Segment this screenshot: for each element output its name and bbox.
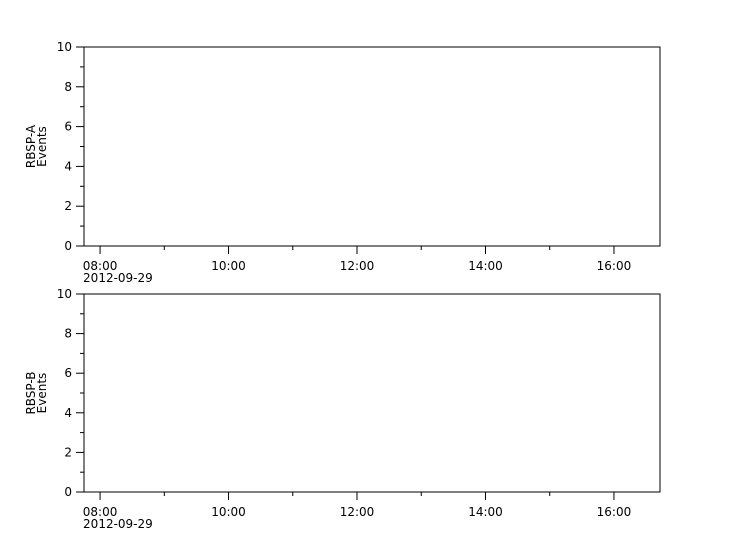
y-tick-label: 2 [64,199,72,213]
y-tick-label: 4 [64,406,72,420]
y-tick-label: 6 [64,366,72,380]
y-axis-label: RBSP-B [24,371,38,414]
y-tick-label: 6 [64,120,72,134]
x-tick-label: 12:00 [340,505,375,519]
y-tick-label: 4 [64,159,72,173]
x-tick-label: 12:00 [340,259,375,273]
y-axis-label: RBSP-A [24,124,38,168]
y-tick-label: 2 [64,445,72,459]
x-tick-label: 10:00 [211,259,246,273]
date-label: 2012-09-29 [83,517,153,531]
y-axis-label: Events [35,373,49,414]
x-tick-label: 10:00 [211,505,246,519]
x-tick-label: 14:00 [468,505,503,519]
date-label: 2012-09-29 [83,271,153,285]
x-tick-label: 14:00 [468,259,503,273]
y-tick-label: 8 [64,80,72,94]
y-tick-label: 0 [64,485,72,499]
x-tick-label: 16:00 [597,259,632,273]
plot-frame [83,293,661,493]
y-tick-label: 10 [57,287,72,301]
y-tick-label: 0 [64,239,72,253]
y-tick-label: 10 [57,40,72,54]
y-axis-label: Events [35,126,49,167]
y-tick-label: 8 [64,327,72,341]
x-tick-label: 08:00 [83,259,118,273]
plot-frame [83,46,661,247]
x-tick-label: 16:00 [597,505,632,519]
panel-2: 0 2 4 6 8 10 08:00 10:00 12:00 14:00 16:00 2012-09-… [24,287,661,531]
x-tick-label: 08:00 [83,505,118,519]
panel-1: 0 2 4 6 8 10 08:00 10:00 12:00 14:00 16:00 2012-09-… [24,40,661,285]
